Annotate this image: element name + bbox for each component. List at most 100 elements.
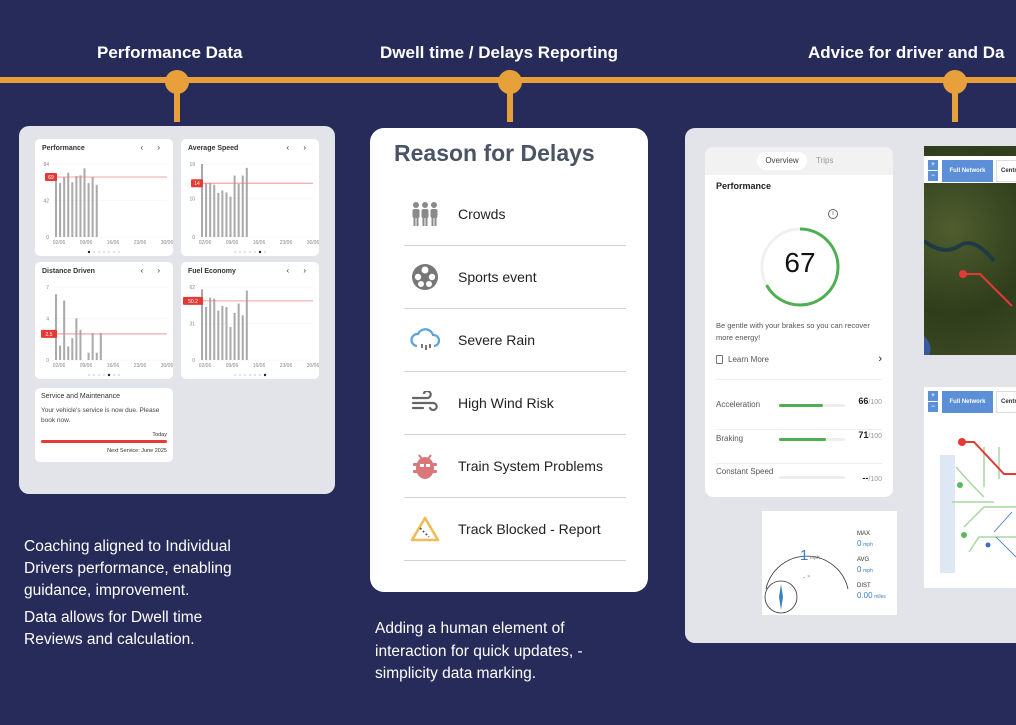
page-dot bbox=[233, 250, 237, 254]
chart-title: Performance bbox=[42, 145, 85, 152]
bar bbox=[241, 315, 244, 360]
chart-nav-arrows[interactable]: ‹ › bbox=[286, 266, 312, 275]
service-progress bbox=[41, 440, 167, 443]
page-dot bbox=[243, 250, 247, 254]
bar bbox=[71, 182, 74, 237]
bar bbox=[217, 192, 220, 237]
page-dot bbox=[258, 250, 262, 254]
delays-description: Adding a human element of interaction fo… bbox=[375, 620, 583, 682]
x-tick-label: 09/06 bbox=[80, 363, 93, 369]
delay-item-track[interactable]: Track Blocked - Report bbox=[404, 498, 626, 561]
bar bbox=[75, 176, 78, 237]
bar bbox=[55, 294, 58, 360]
bar bbox=[217, 310, 220, 360]
chevron-right-icon: › bbox=[878, 353, 882, 365]
rain-cloud-icon bbox=[410, 325, 440, 355]
x-tick-label: 23/06 bbox=[280, 240, 293, 246]
service-today: Today bbox=[152, 432, 167, 438]
y-tick-label: 0 bbox=[192, 235, 195, 241]
bar bbox=[79, 175, 82, 237]
central-button[interactable]: Centr bbox=[996, 391, 1016, 413]
page-dot bbox=[87, 250, 91, 254]
tab-overview[interactable]: Overview bbox=[757, 152, 807, 170]
delay-item-crowds[interactable]: Crowds bbox=[404, 183, 626, 246]
speed-value: 1 bbox=[800, 547, 809, 564]
heading-dwell: Dwell time / Delays Reporting bbox=[380, 43, 619, 62]
metric-label: Braking bbox=[716, 434, 744, 443]
x-tick-label: 09/06 bbox=[80, 240, 93, 246]
chart-card-performance: Performance ‹ › 0 42 84 69 02/06 09/06 16/06 23/0… bbox=[35, 139, 173, 256]
y-tick-label: 84 bbox=[43, 162, 49, 168]
x-tick-label: 16/06 bbox=[107, 240, 120, 246]
bar bbox=[75, 318, 78, 360]
zoom-out-button[interactable]: − bbox=[928, 171, 938, 181]
bar bbox=[95, 352, 98, 360]
y-tick-label: 0 bbox=[46, 358, 49, 364]
metric-label: Acceleration bbox=[716, 400, 761, 409]
bar bbox=[229, 196, 232, 237]
tab-bar: Overview Trips bbox=[705, 147, 893, 175]
x-tick-label: 16/06 bbox=[253, 240, 266, 246]
satellite-map[interactable]: + − Full Network Centr bbox=[924, 146, 1016, 355]
chart-title: Average Speed bbox=[188, 145, 239, 152]
average-badge bbox=[45, 173, 57, 182]
bar bbox=[59, 183, 62, 237]
bar bbox=[209, 183, 212, 237]
metric-value: --/100 bbox=[862, 473, 882, 483]
bar bbox=[59, 345, 62, 360]
bar bbox=[205, 183, 208, 237]
page-dot bbox=[117, 373, 121, 377]
page-dot bbox=[253, 250, 257, 254]
delay-item-wind[interactable]: High Wind Risk bbox=[404, 372, 626, 435]
delay-item-system[interactable]: Train System Problems bbox=[404, 435, 626, 498]
delay-item-rain[interactable]: Severe Rain bbox=[404, 309, 626, 372]
chart-nav-arrows[interactable]: ‹ › bbox=[140, 266, 166, 275]
y-tick-label: 42 bbox=[43, 199, 49, 205]
chart-nav-arrows[interactable]: ‹ › bbox=[140, 143, 166, 152]
average-label: 69 bbox=[48, 175, 54, 181]
timeline-stem bbox=[952, 90, 958, 122]
metric-bar bbox=[779, 404, 845, 407]
page-dot bbox=[92, 250, 96, 254]
zoom-in-button[interactable]: + bbox=[928, 160, 938, 170]
central-button[interactable]: Centr bbox=[996, 160, 1016, 182]
bar bbox=[87, 352, 90, 360]
page-dot bbox=[238, 373, 242, 377]
chart-nav-arrows[interactable]: ‹ › bbox=[286, 143, 312, 152]
tab-trips[interactable]: Trips bbox=[816, 156, 834, 165]
bug-icon bbox=[410, 451, 440, 481]
x-tick-label: 09/06 bbox=[226, 363, 239, 369]
learn-more-label: Learn More bbox=[728, 355, 769, 364]
x-tick-label: 02/06 bbox=[53, 240, 66, 246]
info-icon[interactable]: i bbox=[828, 209, 838, 219]
metric-constant-speed: Constant Speed bbox=[716, 467, 774, 476]
full-network-button[interactable]: Full Network bbox=[942, 160, 993, 182]
x-tick-label: 16/06 bbox=[253, 363, 266, 369]
page-dot bbox=[87, 373, 91, 377]
page-dot bbox=[238, 250, 242, 254]
delay-label: Track Blocked - Report bbox=[458, 521, 601, 537]
x-tick-label: 16/06 bbox=[107, 363, 120, 369]
page-dot bbox=[248, 373, 252, 377]
network-map[interactable]: + − Full Network Centr bbox=[924, 387, 1016, 588]
wind-icon bbox=[410, 388, 440, 418]
heading-advice: Advice for driver and Da bbox=[808, 43, 1005, 62]
full-network-button[interactable]: Full Network bbox=[942, 391, 993, 413]
page-dot bbox=[107, 250, 111, 254]
speed-unit: mph bbox=[810, 555, 820, 561]
learn-more-link[interactable]: Learn More › bbox=[716, 353, 882, 380]
bar bbox=[99, 332, 102, 360]
bar bbox=[63, 300, 66, 360]
zoom-out-button[interactable]: − bbox=[928, 402, 938, 412]
page-dot bbox=[112, 373, 116, 377]
driver-performance-card: Overview Trips Performance i 67 Be gentl… bbox=[705, 147, 893, 497]
service-title: Service and Maintenance bbox=[41, 393, 120, 400]
x-tick-label: 09/06 bbox=[226, 240, 239, 246]
zoom-in-button[interactable]: + bbox=[928, 391, 938, 401]
y-tick-label: 62 bbox=[189, 285, 195, 291]
bar-chart: 0 4 7 2.5 02/06 09/06 16/06 23/06 30/06 bbox=[41, 285, 173, 377]
bar bbox=[233, 175, 236, 237]
page-dot bbox=[253, 373, 257, 377]
bar bbox=[63, 177, 66, 237]
delay-item-sports[interactable]: Sports event bbox=[404, 246, 626, 309]
